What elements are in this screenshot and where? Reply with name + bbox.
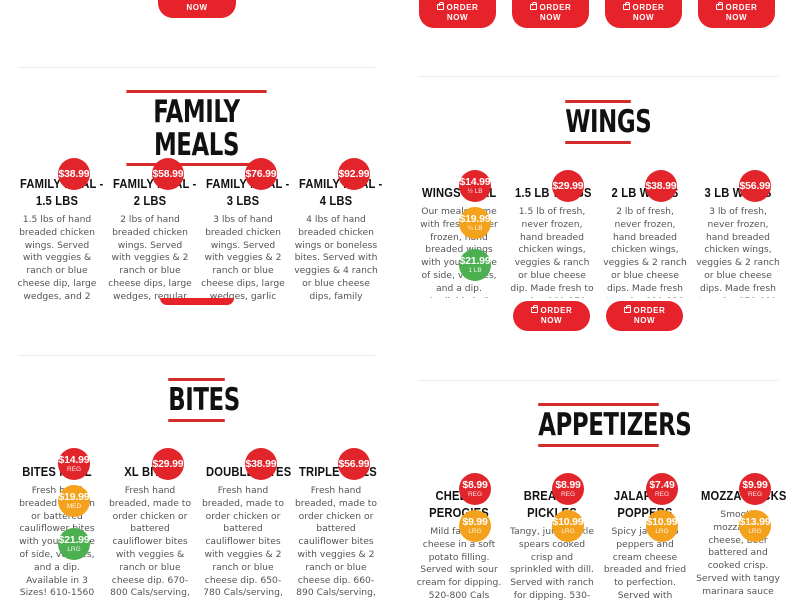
price-badge: $56.99 — [338, 448, 370, 480]
section-heading-appetizers: APPETIZERS — [537, 403, 691, 447]
item-description: 4 lbs of hand breaded chicken wings or b… — [294, 214, 378, 302]
order-now-button[interactable]: ORDER NOW — [419, 0, 496, 28]
button-line2: NOW — [633, 316, 656, 325]
menu-item-family-4[interactable]: FAMILY MEAL -4 LBS 4 lbs of hand breaded… — [293, 175, 382, 304]
menu-item-mozza-sticks[interactable]: MOZZA STICKS Smooth mozzarella cheese, b… — [695, 487, 786, 600]
menu-item-bites-meal[interactable]: BITES MEAL Fresh hand breaded chicken or… — [14, 463, 100, 600]
price-badge-reg: $8.99 REG — [459, 473, 491, 505]
menu-item-wings-2[interactable]: 2 LB WINGS 2 lb of fresh, never frozen, … — [602, 184, 688, 298]
menu-item-wings-1-5[interactable]: 1.5 LB WINGS 1.5 lb of fresh, never froz… — [509, 184, 595, 298]
button-line1: ORDER — [529, 2, 572, 13]
section-heading-family-meals: FAMILY MEALS — [126, 90, 267, 167]
item-description: Fresh hand breaded chicken or battered c… — [19, 485, 95, 599]
menu-item-wings-meal[interactable]: WINGS MEAL Our meals come with fresh, ne… — [416, 184, 502, 298]
price-badge-med: $19.99 MED — [58, 485, 90, 517]
item-description: Fresh hand breaded, made to order chicke… — [294, 485, 378, 599]
section-divider — [418, 380, 778, 381]
menu-item-jalapeno-poppers[interactable]: JALAPEÑO POPPERS Spicy jalapeño peppers a… — [602, 487, 688, 600]
section-divider — [18, 67, 375, 68]
button-line1: ORDER — [622, 2, 665, 13]
price-badge: $56.99 — [739, 170, 771, 202]
item-description: 1.5 lb of fresh, never frozen, hand brea… — [510, 206, 594, 298]
button-line1: ORDER — [530, 305, 573, 316]
shopping-bag-icon — [622, 2, 630, 10]
menu-item-double-bites[interactable]: DOUBLE BITES Fresh hand breaded, made to… — [200, 463, 291, 600]
price-badge: $29.99 — [152, 448, 184, 480]
menu-item-triple-bites[interactable]: TRIPLE BITES Fresh hand breaded, made to… — [293, 463, 379, 600]
button-label: NOW — [186, 3, 208, 12]
price-badge-lrg: $9.99 LRG — [459, 510, 491, 542]
item-description: Mild farmers cheese in a soft potato fil… — [416, 526, 502, 600]
price-badge-lrg: $21.99 LRG — [58, 528, 90, 560]
section-heading-wings: WINGS — [565, 100, 652, 144]
order-now-button[interactable]: ORDER NOW — [513, 301, 590, 331]
button-line2: NOW — [540, 316, 563, 325]
menu-item-family-2[interactable]: FAMILY MEAL -2 LBS 2 lbs of hand breaded… — [107, 175, 196, 304]
price-badge-lrg: $10.99 LRG — [646, 510, 678, 542]
order-now-button-partial[interactable] — [160, 298, 234, 305]
price-badge: $76.99 — [245, 158, 277, 190]
button-line1: ORDER — [715, 2, 758, 13]
item-description: 2 lb of fresh, never frozen, hand breade… — [603, 206, 687, 298]
item-description: 1.5 lbs of hand breaded chicken wings. S… — [17, 214, 97, 304]
shopping-bag-icon — [436, 2, 444, 10]
item-description: Spicy jalapeño peppers and cream cheese … — [603, 526, 687, 600]
price-badge: $92.99 — [338, 158, 370, 190]
price-badge-half-lb: $14.99 ½ lb — [459, 170, 491, 202]
order-now-button[interactable]: NOW — [158, 0, 236, 18]
price-badge: $38.99 — [645, 170, 677, 202]
shopping-bag-icon — [715, 2, 723, 10]
shopping-bag-icon — [623, 305, 631, 313]
order-now-button[interactable]: ORDER NOW — [698, 0, 775, 28]
section-heading-bites: BITES — [168, 378, 240, 422]
family-meals-heading-wrap: FAMILY MEALS — [18, 90, 375, 167]
button-line2: NOW — [539, 13, 562, 22]
price-badge-reg: $14.99 REG — [58, 448, 90, 480]
item-description: Tangy, juicy pickle spears cooked crisp … — [510, 526, 594, 600]
item-description: Fresh hand breaded, made to order chicke… — [201, 485, 285, 599]
order-now-button[interactable]: ORDER NOW — [605, 0, 682, 28]
menu-item-family-3[interactable]: FAMILY MEAL -3 LBS 3 lbs of hand breaded… — [200, 175, 289, 304]
button-line1: ORDER — [436, 2, 479, 13]
button-line2: NOW — [632, 13, 655, 22]
item-description: 3 lbs of hand breaded chicken wings. Ser… — [201, 214, 285, 302]
price-badge: $38.99 — [245, 448, 277, 480]
menu-item-wings-3[interactable]: 3 LB WINGS 3 lb of fresh, never frozen, … — [695, 184, 781, 298]
item-description: 3 lb of fresh, never frozen, hand breade… — [696, 206, 780, 298]
price-badge-three-quarter-lb: $19.99 ¾ lb — [459, 207, 491, 239]
menu-item-xl-bites[interactable]: XL BITES Fresh hand breaded, made to ord… — [107, 463, 193, 600]
item-description: Fresh hand breaded, made to order chicke… — [108, 485, 192, 599]
appetizers-heading-wrap: APPETIZERS — [418, 403, 778, 447]
price-badge: $29.99 — [552, 170, 584, 202]
shopping-bag-icon — [529, 2, 537, 10]
button-line2: NOW — [725, 13, 748, 22]
price-badge: $58.99 — [152, 158, 184, 190]
section-divider — [18, 355, 375, 356]
price-badge-lrg: $10.99 LRG — [552, 510, 584, 542]
shopping-bag-icon — [530, 305, 538, 313]
wings-heading-wrap: WINGS — [418, 100, 778, 144]
price-badge-reg: $7.49 REG — [646, 473, 678, 505]
menu-item-family-1-5[interactable]: FAMILY MEAL -1.5 LBS 1.5 lbs of hand bre… — [14, 175, 103, 304]
bites-heading-wrap: BITES — [18, 378, 375, 422]
item-description: Smooth mozzarella cheese, beer battered … — [696, 509, 780, 597]
price-badge-reg: $9.99 REG — [739, 473, 771, 505]
button-line1: ORDER — [623, 305, 666, 316]
price-badge-reg: $8.99 REG — [552, 473, 584, 505]
price-badge-lrg: $13.99 LRG — [739, 510, 771, 542]
price-badge: $38.99 — [58, 158, 90, 190]
item-description: 2 lbs of hand breaded chicken wings. Ser… — [108, 214, 192, 302]
price-badge-1-lb: $21.99 1 lb — [459, 249, 491, 281]
order-now-button[interactable]: ORDER NOW — [512, 0, 589, 28]
order-now-button[interactable]: ORDER NOW — [606, 301, 683, 331]
button-line2: NOW — [446, 13, 469, 22]
section-divider — [418, 76, 778, 77]
